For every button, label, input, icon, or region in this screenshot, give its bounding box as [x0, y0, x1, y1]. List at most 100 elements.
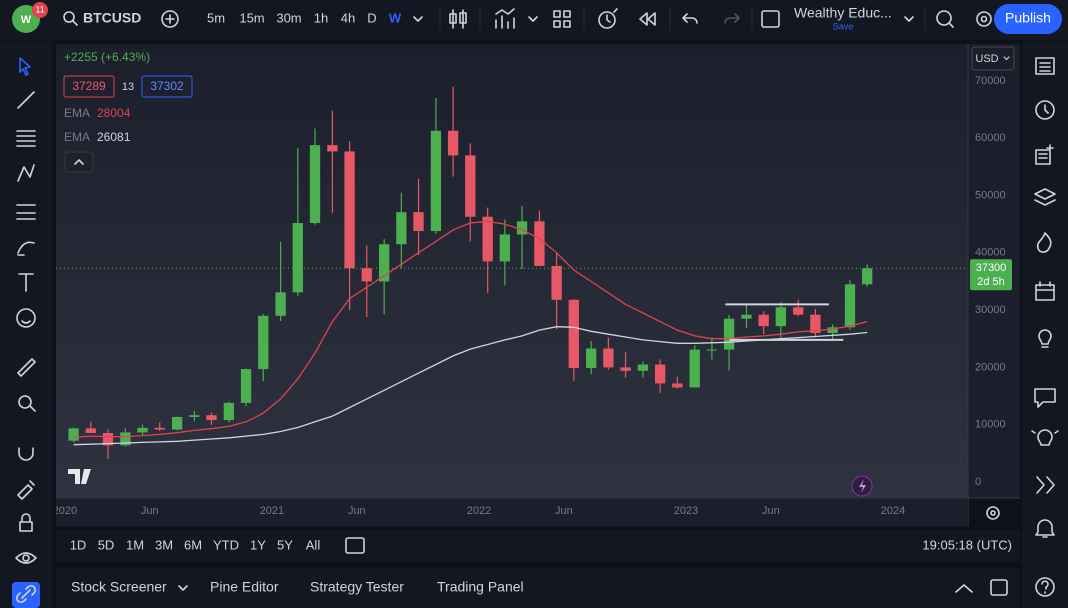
tool-icon[interactable]: [19, 513, 33, 532]
compare-icon[interactable]: [161, 10, 179, 28]
templates-icon[interactable]: [553, 10, 571, 28]
interval[interactable]: 1h: [314, 10, 328, 25]
widget-icon[interactable]: [1035, 519, 1055, 538]
indicators-icon[interactable]: [495, 8, 515, 29]
widget-icon[interactable]: [1034, 188, 1056, 206]
range-button[interactable]: 5D: [98, 537, 115, 552]
quick-search-icon[interactable]: [936, 10, 952, 26]
indicators-dropdown[interactable]: [528, 16, 538, 22]
tool-icon[interactable]: [17, 358, 36, 377]
tool-icon[interactable]: [19, 57, 31, 76]
tool-icon[interactable]: [16, 204, 36, 220]
tool-icon[interactable]: [18, 395, 36, 412]
tool-glyph: [19, 57, 31, 76]
panel-layout[interactable]: [990, 579, 1008, 596]
chart-pane: [56, 44, 968, 498]
candle-body: [689, 349, 700, 388]
widget-icon[interactable]: [1035, 281, 1055, 301]
goto-date-icon[interactable]: [345, 537, 365, 554]
settings-icon[interactable]: [976, 11, 992, 27]
tool-icon[interactable]: [15, 584, 37, 604]
candle-body: [723, 318, 735, 350]
widget-icon[interactable]: [1036, 476, 1055, 494]
currency-button[interactable]: [971, 46, 1015, 71]
range-button[interactable]: 1M: [126, 537, 144, 552]
candle-body: [672, 383, 683, 388]
notification-count: 11: [35, 4, 44, 14]
range-button[interactable]: 5Y: [277, 537, 293, 552]
widget-icon[interactable]: [1035, 57, 1055, 75]
symbol[interactable]: BTCUSD: [83, 10, 141, 26]
widget-glyph: [1035, 519, 1055, 538]
tool-icon[interactable]: [15, 552, 37, 564]
interval[interactable]: W: [389, 10, 402, 25]
panel-tab[interactable]: Trading Panel: [437, 579, 524, 595]
widget-icon[interactable]: [1035, 100, 1055, 120]
widget-icon[interactable]: [1038, 329, 1052, 348]
tool-icon[interactable]: [18, 447, 34, 461]
layout-dropdown[interactable]: [904, 16, 914, 22]
tool-icon[interactable]: [17, 164, 35, 182]
tool-icon[interactable]: [17, 241, 35, 256]
widget-icon[interactable]: [1034, 388, 1056, 408]
widget-icon[interactable]: [1035, 144, 1054, 165]
legend-name: EMA: [64, 130, 90, 144]
replay-icon[interactable]: [639, 12, 656, 26]
interval[interactable]: 30m: [276, 10, 301, 25]
tool-glyph: [15, 584, 37, 604]
save-status[interactable]: Save: [833, 21, 854, 31]
widget-icon[interactable]: [1036, 232, 1052, 253]
candle-body: [85, 428, 96, 433]
interval[interactable]: D: [367, 10, 376, 25]
interval[interactable]: 15m: [239, 10, 264, 25]
tool-icon[interactable]: [17, 91, 35, 109]
x-tick-label: 2020: [53, 505, 77, 517]
collapse-legend[interactable]: [64, 151, 94, 173]
y-tick-label: 60000: [975, 132, 1006, 144]
search-icon[interactable]: [63, 11, 75, 23]
currency: USD: [975, 53, 998, 65]
tool-icon[interactable]: [17, 480, 35, 500]
spread: 13: [122, 81, 134, 93]
range-button[interactable]: 6M: [184, 537, 202, 552]
range-button[interactable]: YTD: [213, 537, 239, 552]
candle-body: [361, 268, 372, 282]
y-tick-label: 50000: [975, 189, 1006, 201]
undo-icon[interactable]: [682, 13, 698, 24]
publish-label: Publish: [1005, 10, 1051, 26]
axis-settings[interactable]: [986, 506, 1000, 520]
interval[interactable]: 5m: [207, 10, 225, 25]
panel-tab[interactable]: Stock Screener: [71, 579, 167, 595]
publish-button[interactable]: [994, 4, 1062, 34]
candle-body: [154, 427, 165, 430]
screener-dropdown[interactable]: [178, 585, 188, 591]
y-tick-label: 70000: [975, 75, 1006, 87]
layout-name[interactable]: Wealthy Educ...: [794, 5, 892, 21]
buy-box[interactable]: [141, 75, 193, 98]
layout-icon[interactable]: [761, 10, 780, 28]
interval[interactable]: 4h: [341, 10, 355, 25]
candle-body: [706, 349, 718, 351]
candle-body: [499, 234, 511, 262]
widget-icon[interactable]: [1035, 577, 1055, 597]
range-button[interactable]: 1Y: [250, 537, 266, 552]
range-button[interactable]: 1D: [70, 537, 87, 552]
legend-value: 28004: [97, 106, 131, 120]
range-button[interactable]: 3M: [155, 537, 173, 552]
tool-icon[interactable]: [18, 273, 34, 292]
widget-icon[interactable]: [1031, 429, 1059, 446]
y-tick-label: 20000: [975, 361, 1006, 373]
sell-box[interactable]: [63, 75, 115, 98]
alert-icon[interactable]: [598, 11, 616, 29]
candle-body: [327, 145, 338, 152]
panel-tab[interactable]: Pine Editor: [210, 579, 279, 595]
tool-glyph: [16, 130, 36, 147]
tool-icon[interactable]: [16, 130, 36, 147]
candle-type-body: [449, 13, 457, 24]
maximize-panel[interactable]: [955, 584, 973, 593]
panel-tab[interactable]: Strategy Tester: [310, 579, 404, 595]
tool-icon[interactable]: [16, 308, 36, 328]
range-button[interactable]: All: [306, 537, 321, 552]
interval-dropdown[interactable]: [413, 16, 423, 22]
